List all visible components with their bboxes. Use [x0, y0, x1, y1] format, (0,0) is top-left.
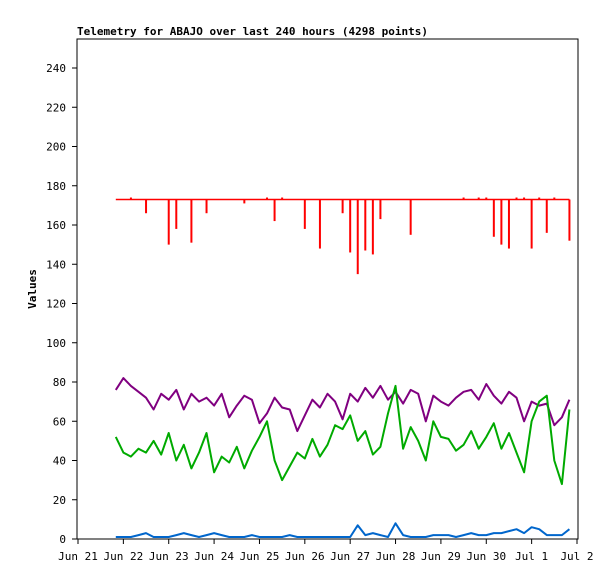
- x-tick-label: Jun 27: [330, 550, 370, 563]
- y-tick-label: 80: [53, 376, 66, 389]
- y-tick-label: 100: [46, 337, 66, 350]
- x-tick-label: Jun 30: [466, 550, 506, 563]
- y-tick-label: 20: [53, 494, 66, 507]
- chart-title: Telemetry for ABAJO over last 240 hours …: [77, 25, 428, 38]
- y-tick-label: 240: [46, 62, 66, 75]
- y-tick-label: 140: [46, 258, 66, 271]
- x-tick-label: Jun 24: [194, 550, 234, 563]
- x-tick-label: Jun 25: [240, 550, 280, 563]
- x-tick-label: Jun 21: [58, 550, 98, 563]
- y-tick-label: 160: [46, 219, 66, 232]
- x-tick-label: Jun 28: [376, 550, 416, 563]
- line-series-group: [114, 377, 571, 538]
- y-tick-label: 40: [53, 455, 66, 468]
- y-tick-label: 200: [46, 141, 66, 154]
- y-axis-label: Values: [26, 269, 39, 309]
- x-tick-label: Jul 1: [515, 550, 548, 563]
- y-tick-label: 120: [46, 298, 66, 311]
- x-tick-label: Jun 23: [149, 550, 189, 563]
- series-line-2: [114, 384, 571, 486]
- y-tick-label: 0: [59, 533, 66, 546]
- y-tick-label: 60: [53, 415, 66, 428]
- x-axis: Jun 21 Jun 22 Jun 23 Jun 24 Jun 25 Jun 26 Jun …: [58, 539, 594, 563]
- x-tick-label: Jun 26: [285, 550, 325, 563]
- y-tick-label: 180: [46, 180, 66, 193]
- y-axis: 0 20 40 60 80 100 120 140 160 180 200 220 240: [46, 62, 77, 546]
- series-line-3: [115, 522, 571, 538]
- red-series: [115, 197, 571, 275]
- plot-area-frame: [76, 38, 579, 540]
- series-line-1: [114, 377, 571, 433]
- x-tick-label: Jun 29: [421, 550, 461, 563]
- x-tick-label: Jun 22: [103, 550, 143, 563]
- x-tick-label: Jul 2: [560, 550, 593, 563]
- y-tick-label: 220: [46, 101, 66, 114]
